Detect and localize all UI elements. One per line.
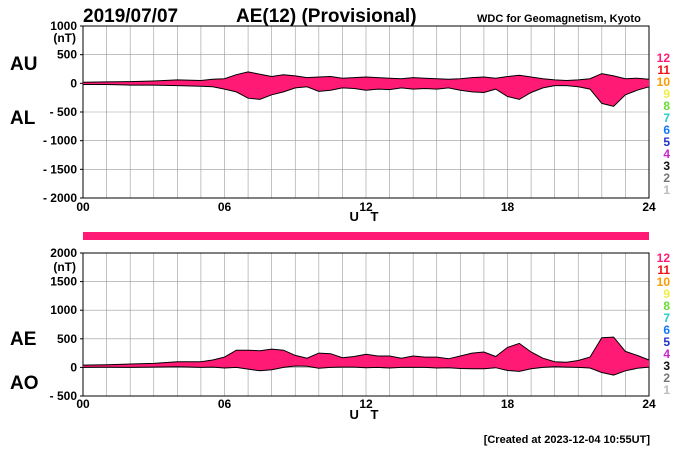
ae-side-label: AE <box>10 329 36 350</box>
au-al-x-tick-label: 24 <box>642 200 656 214</box>
au-side-label: AU <box>10 54 37 75</box>
ae-ao-x-tick-label: 18 <box>501 397 515 411</box>
legend-entry-1: 1 <box>663 183 670 197</box>
au-al-y-tick-label: 500 <box>57 48 77 62</box>
ae-ao-y-tick-label: 2000 <box>50 246 77 260</box>
legend-entry-3: 3 <box>663 159 670 173</box>
au-al-x-ticks: 00 06 12 18 24 <box>76 200 656 214</box>
unit-label-ae-ao: (nT) <box>53 260 76 274</box>
au-al-y-tick-label: 1000 <box>50 19 77 33</box>
al-side-label: AL <box>10 108 36 129</box>
au-al-y-tick-label: 0 <box>70 76 77 90</box>
organization-label: WDC for Geomagnetism, Kyoto <box>477 13 641 25</box>
legend-entry-2: 2 <box>663 171 670 185</box>
au-al-y-tick-label: - 1500 <box>43 162 77 176</box>
legend-entry-10: 10 <box>657 275 671 289</box>
legend-entry-10: 10 <box>657 75 671 89</box>
au-al-data <box>82 71 650 107</box>
legend-entry-7: 7 <box>663 111 670 125</box>
legend-entry-12: 12 <box>657 51 671 65</box>
ae-ao-grid <box>82 252 650 397</box>
al-series-line <box>83 84 650 107</box>
created-timestamp: [Created at 2023-12-04 10:55UT] <box>484 434 651 446</box>
ae-series-line <box>82 336 650 366</box>
ao-side-label: AO <box>10 373 39 394</box>
ae-ao-y-tick-label: - 500 <box>50 389 78 403</box>
chart-title: AE(12) (Provisional) <box>236 6 417 27</box>
legend-entry-1: 1 <box>663 383 670 397</box>
legend-entry-4: 4 <box>663 147 670 161</box>
au-al-grid <box>82 25 650 199</box>
ae-ao-y-tick-label: 1500 <box>50 275 77 289</box>
legend-entry-4: 4 <box>663 347 670 361</box>
ae-ao-y-ticks: 2000 1500 1000 500 0 - 500 <box>50 246 83 403</box>
ae-ao-x-tick-label: 06 <box>218 397 232 411</box>
ae-ao-x-tick-label: 12 <box>359 397 373 411</box>
ae-ao-x-ticks: 00 06 12 18 24 <box>76 397 656 411</box>
legend-entry-5: 5 <box>663 135 670 149</box>
au-al-x-tick-label: 12 <box>359 200 373 214</box>
au-al-x-tick-label: 06 <box>218 200 232 214</box>
ae-ao-filled-area <box>83 337 649 376</box>
legend-entry-8: 8 <box>663 299 670 313</box>
separator-bar <box>83 232 649 240</box>
au-al-x-tick-label: 18 <box>501 200 515 214</box>
unit-label-au-al: (nT) <box>53 31 76 45</box>
x-axis-label-ae-ao: U T <box>350 407 383 422</box>
ae-ao-x-tick-label: 00 <box>76 397 90 411</box>
legend-entry-12: 12 <box>657 251 671 265</box>
ae-ao-data <box>82 336 650 376</box>
au-al-x-tick-label: 00 <box>76 200 90 214</box>
ao-series-line <box>82 365 650 376</box>
legend-entry-2: 2 <box>663 371 670 385</box>
legend-entry-6: 6 <box>663 123 670 137</box>
ae-ao-y-tick-label: 1000 <box>50 303 77 317</box>
legend-entry-3: 3 <box>663 359 670 373</box>
date-title: 2019/07/07 <box>83 6 178 27</box>
ae-ao-y-tick-label: 500 <box>57 332 77 346</box>
au-al-y-tick-label: - 2000 <box>43 191 77 205</box>
au-al-filled-area <box>83 71 649 107</box>
au-al-y-tick-label: - 500 <box>50 105 78 119</box>
legend-entry-7: 7 <box>663 311 670 325</box>
au-series-line <box>82 71 650 83</box>
legend-entry-8: 8 <box>663 99 670 113</box>
x-axis-label-au-al: U T <box>350 209 383 224</box>
ae-ao-plot-frame <box>82 252 650 397</box>
ae-ao-x-tick-label: 24 <box>642 397 656 411</box>
legend-entry-11: 11 <box>657 63 670 77</box>
au-al-y-ticks: 1000 500 0 - 500 - 1000 - 1500 - 2000 <box>43 19 83 205</box>
au-al-y-tick-label: - 1000 <box>43 134 77 148</box>
legend-entry-9: 9 <box>663 287 670 301</box>
ae-ao-y-tick-label: 0 <box>70 360 77 374</box>
legend-entry-9: 9 <box>663 87 670 101</box>
legend-entry-11: 11 <box>657 263 670 277</box>
ae-ao-panel: (nT) AE AO 2000 1500 1000 500 0 - 500 00 06 12 1… <box>10 246 656 422</box>
au-al-panel: (nT) AU AL 1000 500 0 - 500 - 1000 - 1500 - 20… <box>10 19 656 224</box>
legend-entry-5: 5 <box>663 335 670 349</box>
legend-entry-6: 6 <box>663 323 670 337</box>
